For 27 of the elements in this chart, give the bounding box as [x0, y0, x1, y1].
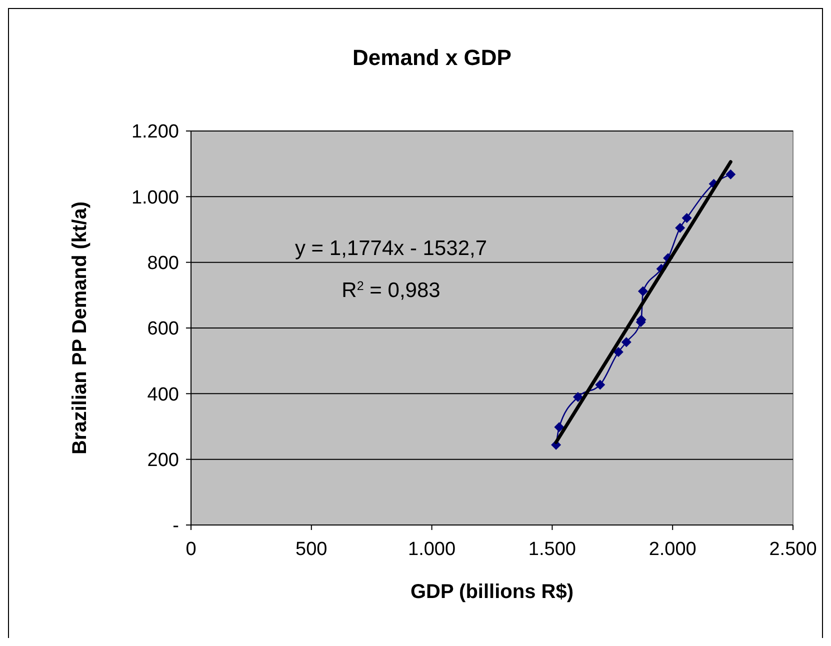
point	[595, 380, 606, 390]
y-tick-label: 200	[147, 450, 179, 471]
x-tick-label: 2.500	[769, 539, 817, 560]
y-tick-label: 1.200	[131, 122, 179, 143]
point	[621, 337, 632, 348]
point	[554, 422, 564, 432]
point	[726, 169, 736, 180]
y-tick-label: 1.000	[131, 187, 179, 208]
x-tick-label: 1.000	[408, 539, 456, 560]
x-tick-label: 0	[186, 539, 196, 560]
annotation: R$^{2}$ = 0,983	[342, 279, 440, 302]
y-tick-label: -	[172, 516, 179, 537]
x-axis-title: GDP (billions R$)	[410, 581, 574, 603]
x-tick-label: 2.000	[648, 539, 696, 560]
chart-title: Demand x GDP	[352, 45, 512, 70]
annotation: y = 1,1774x - 1532,7	[294, 237, 488, 260]
x-tick-label: 500	[296, 539, 328, 560]
y-tick-label: 600	[147, 318, 179, 340]
point	[682, 213, 692, 224]
point	[675, 222, 686, 233]
y-tick-label: 800	[147, 252, 179, 274]
x-tick-label: 1.500	[528, 539, 576, 560]
y-tick-label: 400	[147, 384, 179, 406]
point	[572, 392, 583, 402]
point	[638, 286, 648, 296]
point	[613, 346, 624, 357]
y-axis-title: Brazilian PP Demand (kt/a)	[69, 201, 91, 455]
